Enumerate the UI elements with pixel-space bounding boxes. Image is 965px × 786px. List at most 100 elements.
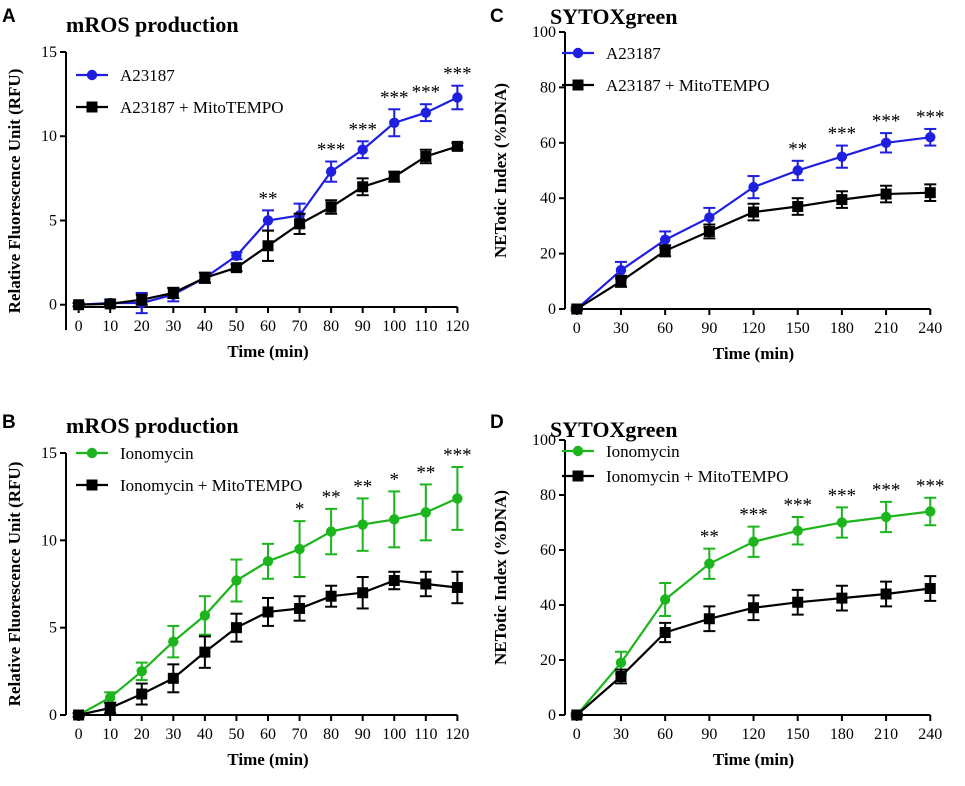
significance-label: ** — [700, 527, 719, 548]
x-tick-label: 0 — [75, 726, 83, 743]
data-point — [167, 672, 179, 684]
data-point — [325, 590, 337, 602]
data-point — [836, 517, 848, 528]
data-point — [880, 137, 892, 148]
significance-label: *** — [412, 82, 441, 103]
data-point — [73, 299, 85, 311]
series-1 — [570, 183, 937, 315]
y-tick-label: 20 — [540, 652, 556, 669]
y-tick-label: 80 — [540, 487, 556, 504]
data-point — [615, 275, 627, 287]
legend-label: Ionomycin — [120, 444, 194, 463]
y-tick-label: 60 — [540, 542, 556, 559]
data-point — [704, 212, 715, 223]
y-axis-label: Relative Fluorescence Unit (RFU) — [5, 462, 24, 707]
x-tick-label: 110 — [414, 318, 437, 335]
data-point — [136, 294, 148, 306]
x-tick-label: 80 — [323, 726, 339, 743]
x-tick-label: 60 — [260, 726, 276, 743]
x-tick-label: 50 — [228, 726, 244, 743]
data-point — [294, 602, 306, 614]
x-tick-label: 30 — [613, 320, 629, 337]
data-point — [357, 519, 368, 530]
panel-title: SYTOXgreen — [550, 417, 678, 442]
y-tick-label: 60 — [540, 135, 556, 152]
data-point — [836, 151, 848, 162]
significance-label: *** — [916, 107, 945, 128]
y-tick-label: 5 — [49, 212, 57, 229]
legend: A23187 A23187 + MitoTEMPO — [76, 66, 284, 117]
significance-label: ** — [353, 476, 372, 497]
data-point — [167, 287, 179, 299]
x-tick-label: 0 — [573, 320, 581, 337]
x-tick-label: 60 — [260, 318, 276, 335]
legend-label: A23187 — [606, 44, 661, 63]
y-tick-label: 100 — [532, 24, 556, 41]
x-tick-label: 30 — [165, 318, 181, 335]
panel-letter: D — [490, 412, 504, 433]
x-tick-label: 0 — [75, 318, 83, 335]
data-point — [388, 171, 400, 183]
panel-c: C SYTOXgreen 0 20 40 60 80 100 0 30 60 90 120 150 180 2… — [490, 4, 945, 363]
data-point — [199, 646, 211, 658]
x-tick-label: 10 — [102, 726, 118, 743]
series-0 — [72, 465, 464, 721]
significance-label: *** — [916, 476, 945, 497]
y-tick-label: 5 — [49, 620, 57, 637]
x-tick-label: 90 — [355, 318, 371, 335]
significance-label: * — [390, 469, 400, 490]
x-tick-label: 0 — [573, 726, 581, 743]
data-point — [262, 606, 274, 618]
panel-letter: A — [2, 6, 16, 27]
data-point — [325, 526, 337, 537]
series-line — [576, 136, 931, 310]
y-tick-label: 0 — [49, 707, 57, 724]
data-point — [231, 250, 242, 262]
data-point — [748, 181, 759, 193]
data-point — [571, 303, 583, 315]
significance-label: *** — [783, 495, 812, 516]
data-point — [420, 507, 432, 518]
data-point — [659, 234, 671, 245]
x-tick-label: 120 — [742, 320, 766, 337]
legend-label: Ionomycin + MitoTEMPO — [120, 476, 302, 495]
significance-label: ** — [259, 188, 278, 209]
data-point — [615, 265, 627, 276]
data-point — [389, 514, 400, 525]
data-point — [880, 588, 892, 600]
x-tick-label: 180 — [830, 320, 854, 337]
significance-label: *** — [828, 124, 857, 145]
y-axis-label: NETotic Index (%DNA) — [491, 83, 510, 258]
x-tick-label: 90 — [355, 726, 371, 743]
data-point — [294, 218, 306, 230]
legend-label: A23187 + MitoTEMPO — [120, 98, 284, 117]
significance-label: *** — [872, 111, 901, 132]
data-point — [792, 165, 803, 176]
significance-label: *** — [443, 445, 472, 466]
legend-marker — [572, 470, 584, 482]
data-point — [230, 262, 242, 274]
data-point — [357, 144, 368, 155]
data-point — [451, 140, 463, 152]
data-point — [294, 543, 305, 555]
panel-title: SYTOXgreen — [550, 4, 678, 29]
data-point — [73, 709, 85, 721]
data-point — [104, 692, 116, 703]
data-point — [615, 657, 627, 668]
significance-label: *** — [443, 64, 472, 85]
y-tick-label: 40 — [540, 190, 556, 207]
y-tick-label: 15 — [41, 44, 57, 61]
x-tick-label: 60 — [657, 726, 673, 743]
data-point — [924, 583, 936, 594]
series-1 — [72, 570, 464, 721]
data-point — [325, 166, 337, 177]
x-tick-label: 120 — [742, 726, 766, 743]
y-tick-label: 0 — [49, 297, 57, 314]
significance-label: * — [295, 499, 305, 520]
data-point — [136, 666, 147, 677]
data-point — [704, 558, 715, 569]
data-point — [199, 272, 211, 284]
legend-marker — [572, 79, 584, 91]
y-tick-label: 0 — [548, 301, 556, 318]
